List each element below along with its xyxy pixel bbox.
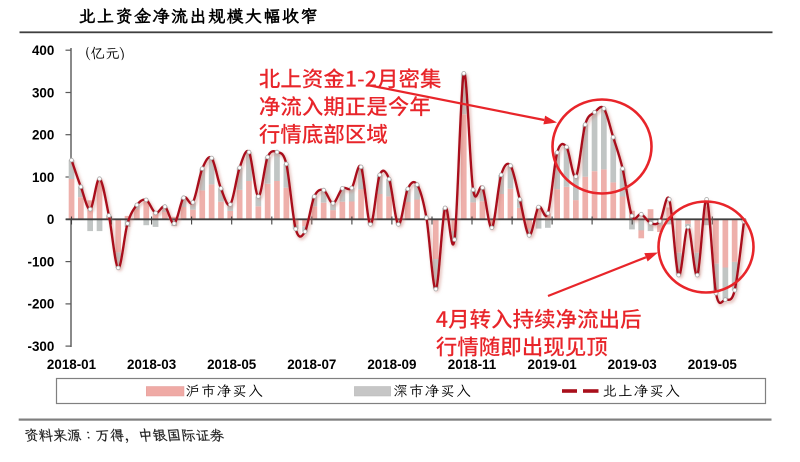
svg-text:2018-11: 2018-11 bbox=[448, 357, 497, 372]
svg-text:2018-03: 2018-03 bbox=[127, 357, 176, 372]
svg-text:0: 0 bbox=[47, 212, 54, 227]
svg-text:2019-01: 2019-01 bbox=[528, 357, 578, 372]
svg-text:200: 200 bbox=[32, 128, 54, 143]
svg-text:2019-05: 2019-05 bbox=[688, 357, 738, 372]
svg-text:-200: -200 bbox=[27, 297, 54, 312]
svg-text:-300: -300 bbox=[27, 339, 54, 354]
svg-text:2018-01: 2018-01 bbox=[47, 357, 97, 372]
svg-text:2018-07: 2018-07 bbox=[287, 357, 336, 372]
svg-text:-100: -100 bbox=[27, 254, 54, 269]
svg-text:100: 100 bbox=[32, 170, 54, 185]
svg-text:2018-09: 2018-09 bbox=[367, 357, 416, 372]
svg-text:300: 300 bbox=[32, 85, 54, 100]
svg-text:400: 400 bbox=[32, 43, 54, 58]
svg-text:2019-03: 2019-03 bbox=[608, 357, 657, 372]
svg-text:2018-05: 2018-05 bbox=[207, 357, 257, 372]
